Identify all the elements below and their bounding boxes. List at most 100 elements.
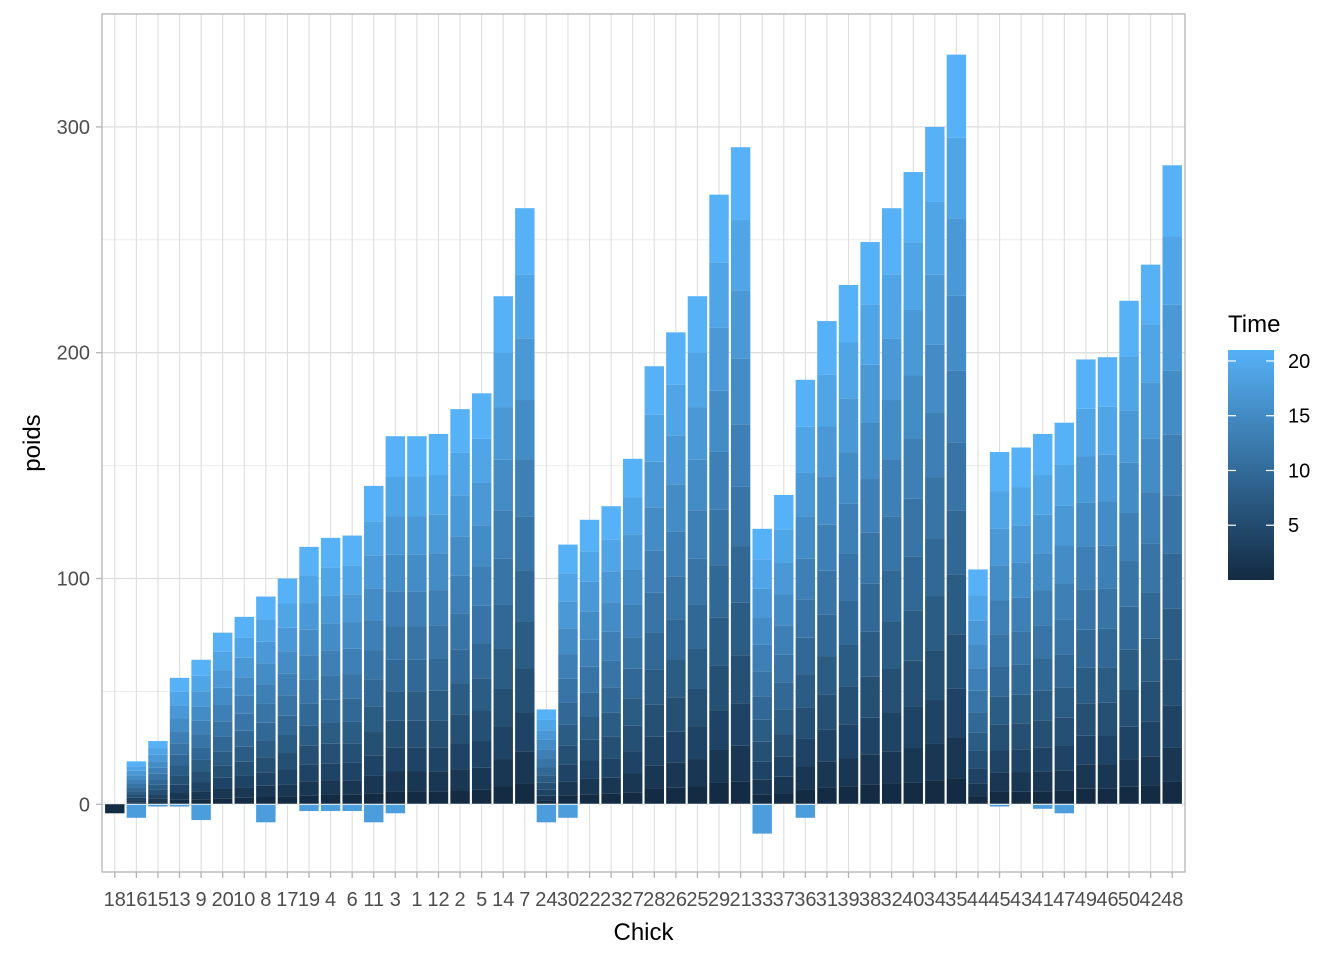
bar-segment xyxy=(493,786,513,805)
bar-segment xyxy=(471,605,492,644)
bar-segment xyxy=(428,690,449,721)
bar-segment xyxy=(1076,764,1096,789)
bar-segment xyxy=(838,786,859,805)
bar-segment xyxy=(946,574,967,635)
bars xyxy=(105,54,1182,834)
x-tick-label: 48 xyxy=(1161,889,1183,911)
bar-segment xyxy=(666,531,686,577)
bar-segment xyxy=(536,775,557,783)
bar-segment xyxy=(385,436,406,478)
bar-segment xyxy=(1011,772,1031,792)
bar-segment xyxy=(817,426,837,477)
bar-chick-42 xyxy=(1140,264,1161,805)
x-tick-label: 31 xyxy=(816,889,838,911)
bar-segment xyxy=(860,631,880,677)
bar-segment xyxy=(925,538,945,597)
bar-segment xyxy=(1054,770,1075,791)
bar-segment xyxy=(1140,681,1161,722)
bar-chick-16 xyxy=(126,761,147,818)
bar-segment xyxy=(493,759,513,787)
x-tick-label: 11 xyxy=(363,889,384,911)
bar-segment xyxy=(946,54,967,138)
bar-segment xyxy=(471,711,492,742)
bar-segment xyxy=(860,422,880,480)
bar-chick-19 xyxy=(299,546,319,812)
bar-segment xyxy=(558,745,578,765)
bar-segment xyxy=(1140,438,1161,493)
bar-segment xyxy=(687,510,708,559)
bar-segment xyxy=(558,601,578,629)
bar-segment xyxy=(450,743,470,770)
legend-tick-label: 5 xyxy=(1288,515,1299,537)
bar-segment xyxy=(989,452,1010,492)
bar-segment xyxy=(989,565,1010,601)
bar-segment xyxy=(903,747,923,783)
y-tick-label: 100 xyxy=(57,568,90,590)
bar-segment xyxy=(515,459,535,517)
bar-segment xyxy=(169,718,190,732)
bar-segment xyxy=(407,554,427,592)
bar-segment xyxy=(493,459,513,511)
bar-segment xyxy=(212,751,233,766)
bar-segment xyxy=(320,763,341,781)
bar-segment xyxy=(212,798,233,805)
bar-segment xyxy=(925,344,945,413)
bar-segment xyxy=(774,529,794,563)
bar-segment xyxy=(126,766,147,771)
bar-segment xyxy=(946,688,967,738)
bar-segment xyxy=(558,573,578,602)
bar-segment xyxy=(989,791,1010,805)
bar-segment xyxy=(1162,553,1182,609)
bar-negative-segment xyxy=(1054,804,1075,814)
bar-segment xyxy=(1140,592,1161,639)
bar-chick-31 xyxy=(817,321,837,805)
bar-chick-15 xyxy=(148,741,168,807)
x-tick-label: 50 xyxy=(1118,889,1140,911)
bar-segment xyxy=(169,705,190,719)
x-tick-label: 16 xyxy=(125,889,147,911)
x-tick-label: 24 xyxy=(535,889,557,911)
bar-segment xyxy=(730,602,751,656)
bar-segment xyxy=(277,627,298,652)
bar-segment xyxy=(730,486,751,547)
bar-segment xyxy=(666,384,686,436)
bar-segment xyxy=(989,491,1010,529)
bar-segment xyxy=(1076,667,1096,704)
bar-segment xyxy=(364,775,384,794)
bar-segment xyxy=(666,659,686,698)
bar-segment xyxy=(1162,781,1182,805)
bar-segment xyxy=(342,622,362,649)
bar-segment xyxy=(1140,324,1161,383)
bar-segment xyxy=(277,673,298,696)
bar-segment xyxy=(881,274,902,339)
bar-segment xyxy=(968,595,988,621)
bar-segment xyxy=(817,476,837,525)
bar-segment xyxy=(817,321,837,375)
bar-segment xyxy=(795,637,816,675)
x-tick-label: 26 xyxy=(665,889,687,911)
bar-segment xyxy=(709,451,729,510)
bar-segment xyxy=(989,696,1010,725)
bar-segment xyxy=(817,694,837,730)
bar-segment xyxy=(1140,382,1161,439)
bar-segment xyxy=(364,706,384,733)
bar-segment xyxy=(774,734,794,757)
bar-segment xyxy=(450,495,470,537)
bar-chick-18 xyxy=(105,804,125,814)
bar-chick-12 xyxy=(428,433,449,805)
bar-segment xyxy=(191,747,211,760)
bar-segment xyxy=(428,553,449,591)
bar-segment xyxy=(1011,694,1031,724)
bar-segment xyxy=(1119,606,1139,650)
bar-segment xyxy=(1097,454,1118,502)
bar-segment xyxy=(860,242,880,305)
bar-segment xyxy=(903,172,923,243)
bar-chick-35 xyxy=(946,54,967,805)
bar-segment xyxy=(364,679,384,707)
bar-segment xyxy=(601,660,621,688)
legend-colorbar xyxy=(1228,350,1274,580)
bar-segment xyxy=(774,594,794,626)
bar-segment xyxy=(1162,495,1182,554)
x-tick-label: 22 xyxy=(578,889,600,911)
